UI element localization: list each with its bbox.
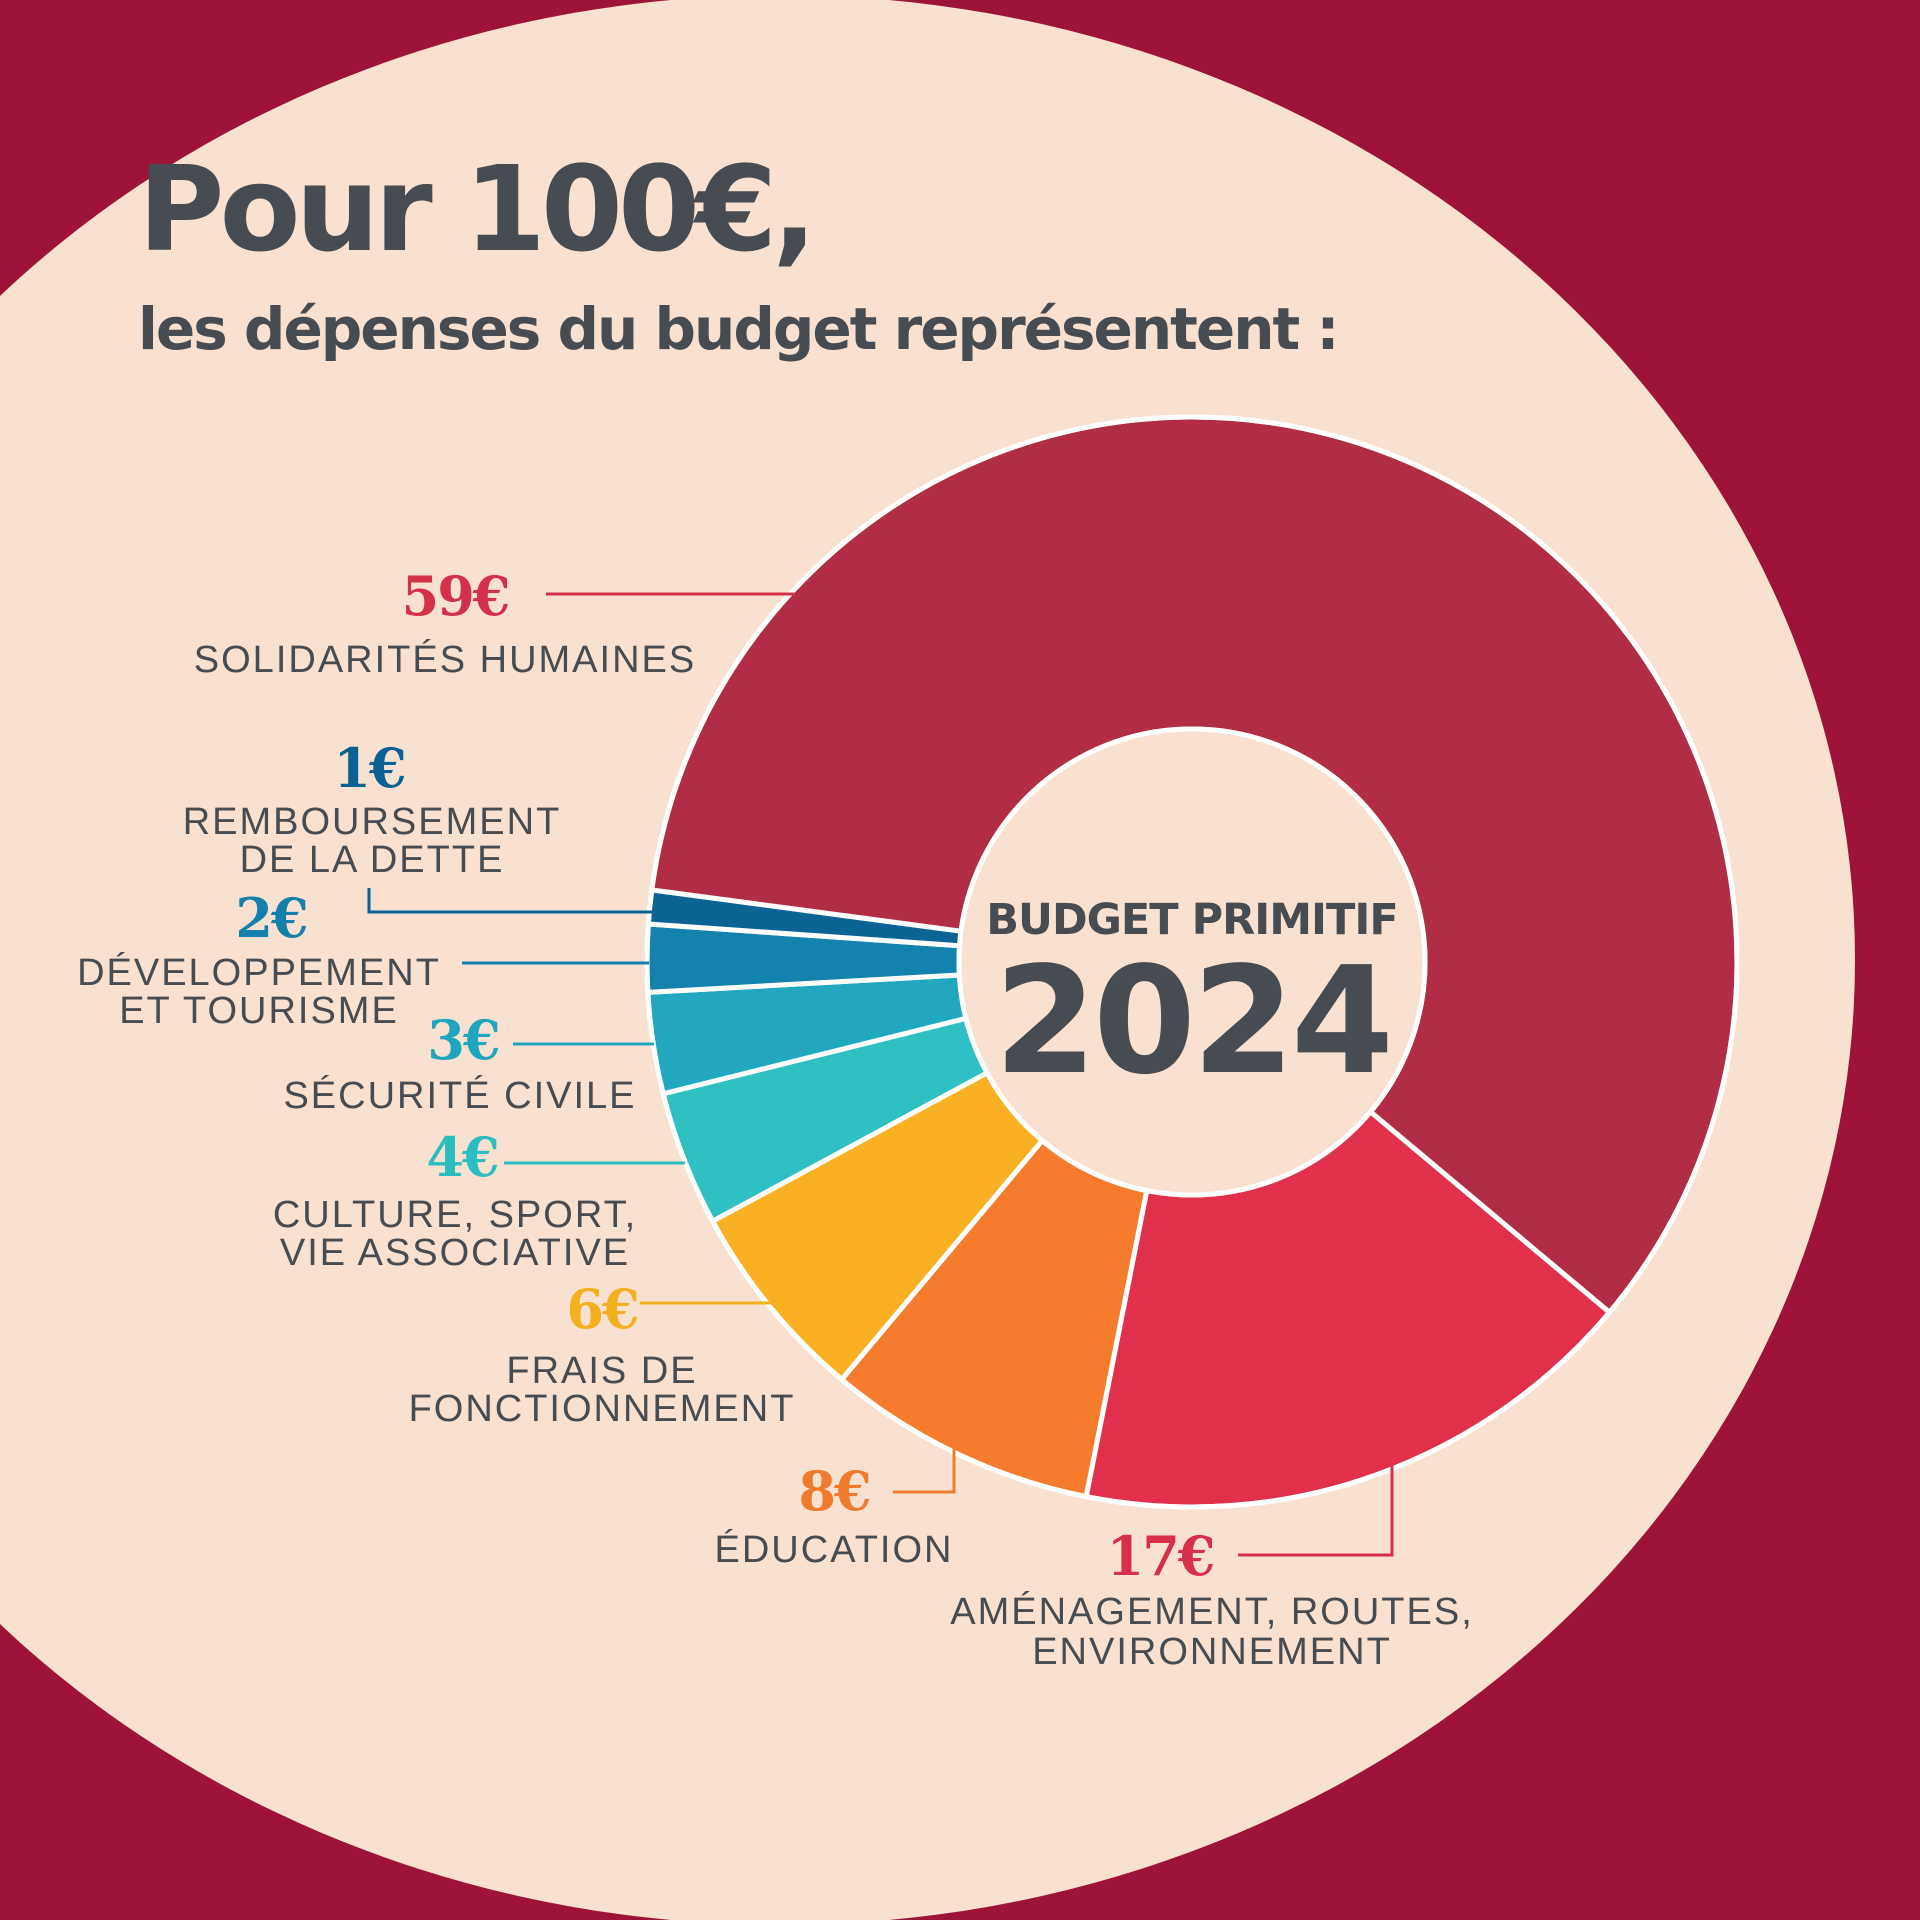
value-label-3: 4€ xyxy=(426,1125,498,1189)
labels-group: 17€AMÉNAGEMENT, ROUTES,ENVIRONNEMENT 8€ ÉD… xyxy=(77,564,1474,1673)
value-label-0: 17€ xyxy=(1107,1524,1214,1588)
slices-group xyxy=(644,414,1740,1510)
page-subtitle: les dépenses du budget représentent : xyxy=(138,295,1340,363)
category-label-0-line-0: AMÉNAGEMENT, ROUTES, xyxy=(950,1590,1474,1633)
category-label-4-line-0: SÉCURITÉ CIVILE xyxy=(283,1074,636,1117)
value-label-6: 1€ xyxy=(333,736,405,800)
category-label-6-line-0: REMBOURSEMENT xyxy=(183,801,562,843)
connectors-group xyxy=(367,592,1394,1557)
category-label-2-line-1: FONCTIONNEMENT xyxy=(409,1388,796,1430)
donut-hole xyxy=(956,726,1428,1198)
value-label-7: 59€ xyxy=(402,564,509,628)
center-label: BUDGET PRIMITIF xyxy=(986,895,1397,945)
connector-6 xyxy=(367,888,652,914)
value-label-1: 8€ xyxy=(798,1459,870,1523)
category-label-1-line-0: ÉDUCATION xyxy=(715,1528,954,1571)
value-label-2: 6€ xyxy=(566,1277,638,1341)
value-label-4: 3€ xyxy=(427,1008,499,1072)
category-label-5-line-0: DÉVELOPPEMENT xyxy=(77,951,441,994)
connector-1 xyxy=(893,1449,956,1494)
category-label-3-line-1: VIE ASSOCIATIVE xyxy=(280,1232,630,1274)
category-label-6-line-1: DE LA DETTE xyxy=(240,839,505,881)
category-label-3-line-0: CULTURE, SPORT, xyxy=(273,1194,637,1236)
category-label-5-line-1: ET TOURISME xyxy=(119,990,399,1032)
page-title: Pour 100€, xyxy=(138,140,817,278)
connector-0 xyxy=(1238,1463,1394,1557)
category-label-2-line-0: FRAIS DE xyxy=(506,1350,697,1392)
category-label-0-line-1: ENVIRONNEMENT xyxy=(1032,1631,1392,1673)
center-year: 2024 xyxy=(994,935,1390,1107)
category-label-7-line-0: SOLIDARITÉS HUMAINES xyxy=(194,638,696,681)
value-label-5: 2€ xyxy=(235,886,307,950)
